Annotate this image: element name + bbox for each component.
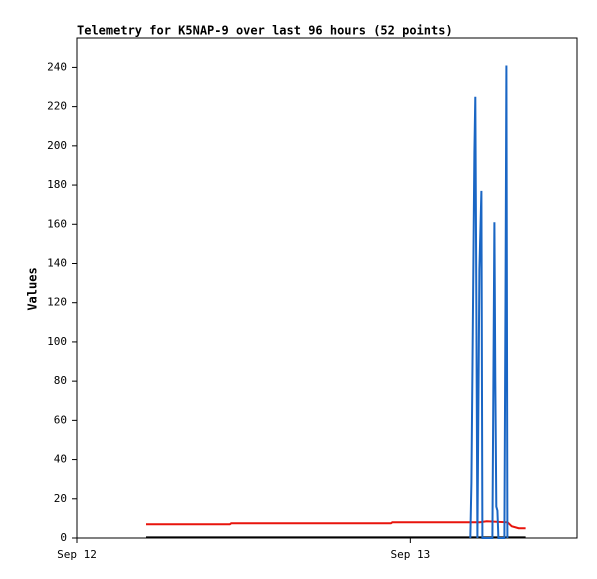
y-tick-label: 80	[54, 374, 67, 387]
y-tick-label: 160	[47, 217, 67, 230]
y-tick-label: 140	[47, 256, 67, 269]
y-tick-label: 120	[47, 296, 67, 309]
y-tick-label: 180	[47, 178, 67, 191]
y-tick-label: 20	[54, 492, 67, 505]
chart-title: Telemetry for K5NAP-9 over last 96 hours…	[77, 24, 453, 38]
x-tick-label: Sep 12	[57, 548, 97, 561]
y-tick-label: 60	[54, 413, 67, 426]
x-tick-label: Sep 13	[390, 548, 430, 561]
series-line	[469, 65, 509, 539]
y-tick-label: 220	[47, 100, 67, 113]
y-tick-label: 0	[60, 531, 67, 544]
y-tick-label: 40	[54, 453, 67, 466]
y-axis-label: Values	[26, 267, 40, 310]
series-line	[146, 520, 526, 530]
y-tick-label: 200	[47, 139, 67, 152]
y-tick-label: 100	[47, 335, 67, 348]
y-tick-label: 240	[47, 60, 67, 73]
